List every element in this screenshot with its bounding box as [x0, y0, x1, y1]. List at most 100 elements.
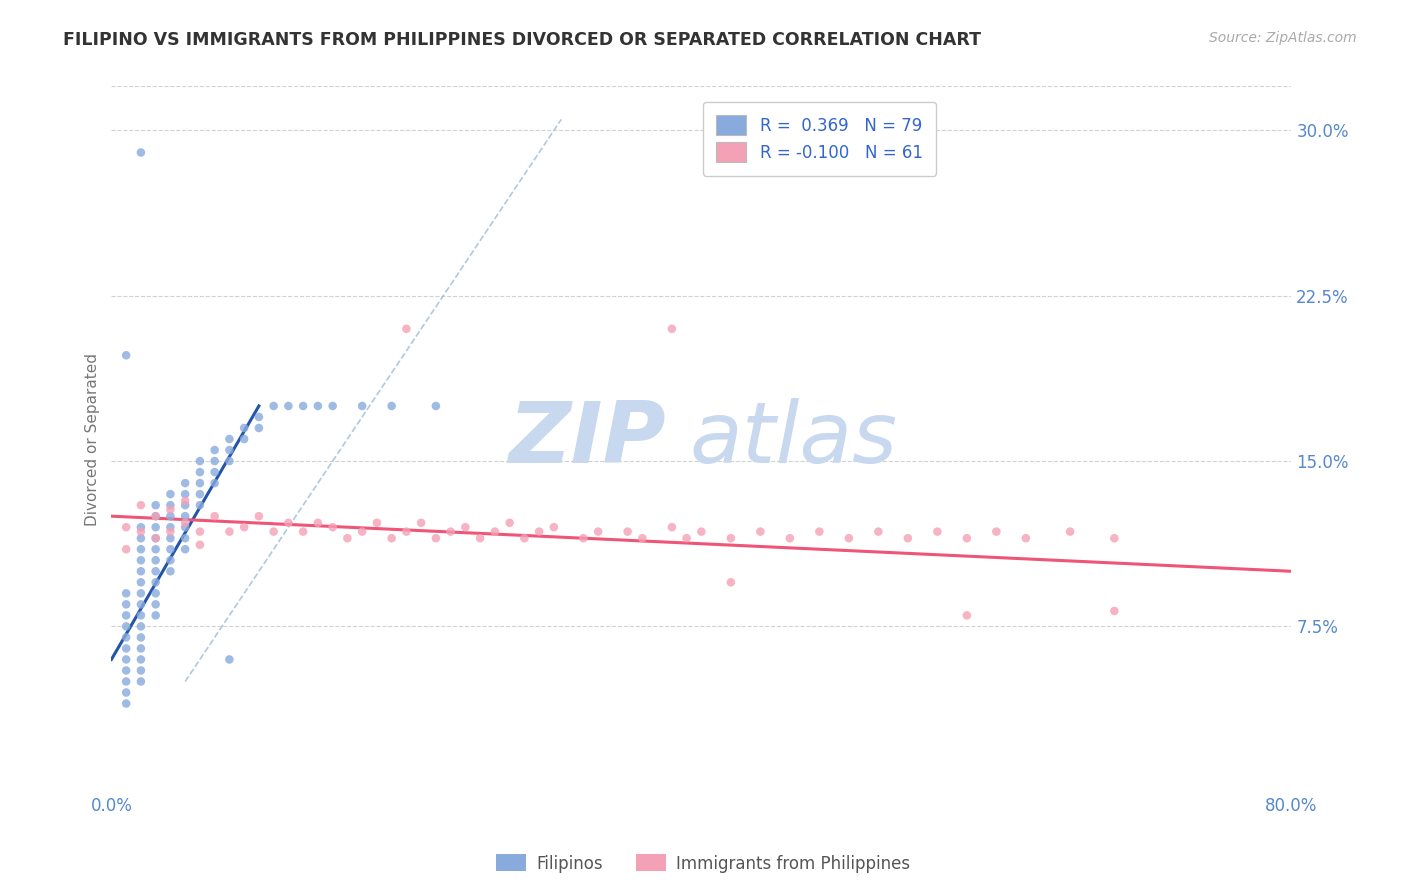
Point [690, 524, 713, 539]
Point [174, 531, 197, 545]
Point [145, 553, 167, 567]
Point [440, 524, 463, 539]
Point [263, 524, 285, 539]
Point [381, 531, 404, 545]
Point [115, 652, 138, 666]
Point [661, 322, 683, 336]
Point [1015, 531, 1038, 545]
Point [174, 498, 197, 512]
Point [292, 399, 315, 413]
Point [115, 631, 138, 645]
Point [233, 432, 256, 446]
Point [129, 542, 152, 557]
Point [572, 531, 595, 545]
Point [145, 509, 167, 524]
Point [115, 348, 138, 362]
Point [425, 531, 447, 545]
Point [675, 531, 697, 545]
Point [188, 538, 211, 552]
Point [159, 502, 181, 516]
Point [174, 476, 197, 491]
Point [336, 531, 359, 545]
Point [631, 531, 654, 545]
Point [115, 664, 138, 678]
Point [322, 520, 344, 534]
Point [218, 432, 240, 446]
Point [218, 524, 240, 539]
Point [188, 487, 211, 501]
Point [247, 421, 270, 435]
Point [145, 520, 167, 534]
Point [115, 608, 138, 623]
Point [129, 664, 152, 678]
Point [174, 520, 197, 534]
Point [188, 498, 211, 512]
Point [543, 520, 565, 534]
Point [159, 564, 181, 578]
Point [779, 531, 801, 545]
Text: FILIPINO VS IMMIGRANTS FROM PHILIPPINES DIVORCED OR SEPARATED CORRELATION CHART: FILIPINO VS IMMIGRANTS FROM PHILIPPINES … [63, 31, 981, 49]
Point [218, 454, 240, 468]
Point [395, 322, 418, 336]
Point [233, 520, 256, 534]
Point [188, 454, 211, 468]
Point [129, 619, 152, 633]
Point [307, 399, 329, 413]
Point [661, 520, 683, 534]
Point [129, 531, 152, 545]
Point [513, 531, 536, 545]
Point [277, 399, 299, 413]
Point [129, 553, 152, 567]
Point [129, 608, 152, 623]
Point [1104, 531, 1126, 545]
Point [174, 487, 197, 501]
Point [115, 586, 138, 600]
Point [159, 520, 181, 534]
Point [292, 524, 315, 539]
Point [927, 524, 949, 539]
Point [129, 145, 152, 160]
Point [204, 476, 226, 491]
Point [115, 641, 138, 656]
Point [159, 509, 181, 524]
Point [145, 542, 167, 557]
Point [586, 524, 609, 539]
Point [145, 598, 167, 612]
Point [174, 509, 197, 524]
Legend: R =  0.369   N = 79, R = -0.100   N = 61: R = 0.369 N = 79, R = -0.100 N = 61 [703, 102, 936, 176]
Point [174, 516, 197, 530]
Point [204, 454, 226, 468]
Point [115, 685, 138, 699]
Point [145, 531, 167, 545]
Point [145, 509, 167, 524]
Point [115, 697, 138, 711]
Point [218, 652, 240, 666]
Y-axis label: Divorced or Separated: Divorced or Separated [86, 352, 100, 525]
Point [115, 674, 138, 689]
Point [174, 493, 197, 508]
Legend: Filipinos, Immigrants from Philippines: Filipinos, Immigrants from Philippines [489, 847, 917, 880]
Point [145, 575, 167, 590]
Point [527, 524, 550, 539]
Point [129, 652, 152, 666]
Point [129, 674, 152, 689]
Point [749, 524, 772, 539]
Point [129, 564, 152, 578]
Point [174, 542, 197, 557]
Point [145, 498, 167, 512]
Point [159, 553, 181, 567]
Point [1059, 524, 1081, 539]
Point [129, 631, 152, 645]
Point [956, 531, 979, 545]
Point [352, 399, 374, 413]
Point [188, 465, 211, 479]
Point [808, 524, 831, 539]
Point [366, 516, 388, 530]
Point [159, 542, 181, 557]
Point [381, 399, 404, 413]
Point [425, 399, 447, 413]
Point [838, 531, 860, 545]
Point [129, 520, 152, 534]
Point [188, 524, 211, 539]
Point [159, 531, 181, 545]
